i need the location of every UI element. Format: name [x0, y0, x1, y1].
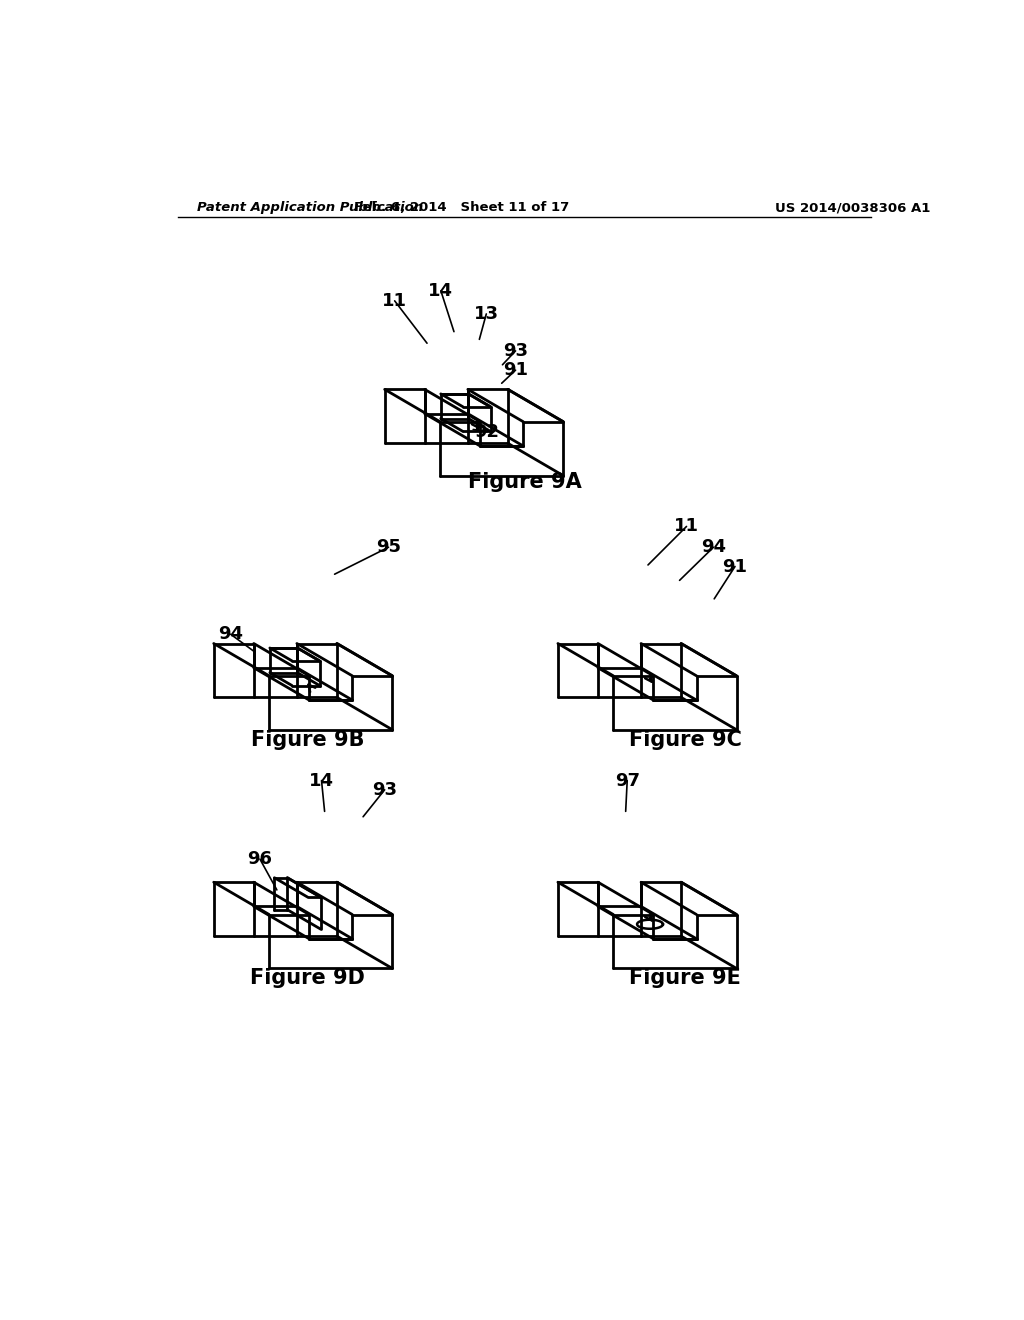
Text: 93: 93	[372, 781, 397, 799]
Text: Figure 9B: Figure 9B	[251, 730, 365, 750]
Text: Figure 9E: Figure 9E	[629, 969, 741, 989]
Text: 94: 94	[218, 626, 243, 643]
Text: 14: 14	[428, 282, 454, 300]
Text: Figure 9C: Figure 9C	[629, 730, 741, 750]
Text: 97: 97	[614, 772, 640, 789]
Text: 13: 13	[474, 305, 499, 323]
Text: 11: 11	[382, 292, 408, 310]
Text: Feb. 6, 2014   Sheet 11 of 17: Feb. 6, 2014 Sheet 11 of 17	[354, 201, 569, 214]
Text: Figure 9A: Figure 9A	[468, 471, 582, 492]
Text: Patent Application Publication: Patent Application Publication	[197, 201, 423, 214]
Text: 11: 11	[674, 517, 699, 536]
Text: 93: 93	[503, 342, 528, 360]
Text: 92: 92	[474, 422, 500, 441]
Text: 96: 96	[248, 850, 272, 869]
Text: 94: 94	[701, 539, 726, 556]
Text: US 2014/0038306 A1: US 2014/0038306 A1	[775, 201, 931, 214]
Text: Figure 9D: Figure 9D	[250, 969, 366, 989]
Text: 95: 95	[376, 539, 401, 556]
Text: 14: 14	[309, 772, 334, 789]
Text: 91: 91	[723, 557, 748, 576]
Text: 91: 91	[503, 362, 528, 379]
